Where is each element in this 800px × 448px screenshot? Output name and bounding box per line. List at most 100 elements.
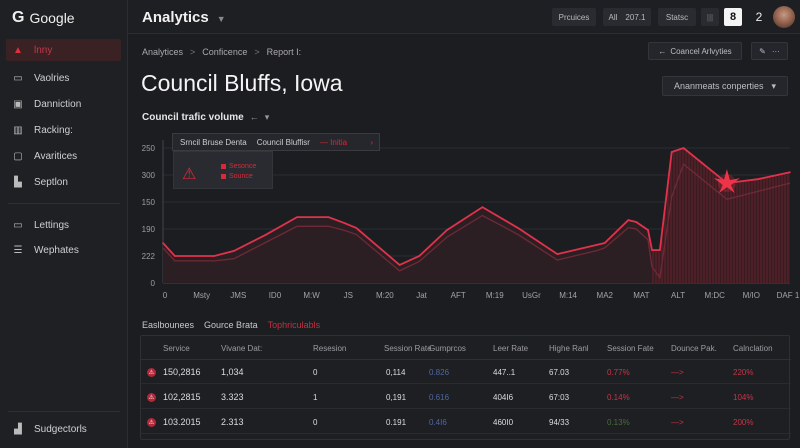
sidebar-item-lettings[interactable]: ▭ Lettings bbox=[13, 219, 70, 231]
data-point bbox=[418, 255, 421, 257]
table-row[interactable]: ⚠ 150,2816 1,034 0 0,114 0.826 447..1 67.03 0.77… bbox=[141, 361, 791, 384]
sidebar-item-avaritices[interactable]: ▢ Avaritices bbox=[13, 150, 78, 162]
column-header[interactable]: Leer Rate bbox=[493, 343, 529, 353]
table-cell: 0 bbox=[313, 367, 318, 377]
breadcrumb: Analytices > Conficence > Report I: bbox=[142, 47, 301, 57]
series-hatch-fill bbox=[651, 148, 790, 283]
column-header[interactable]: Session Fate bbox=[607, 343, 654, 353]
legend-swatch bbox=[221, 174, 226, 179]
series-line-sounce bbox=[162, 163, 791, 280]
table-cell: 0.826 bbox=[429, 367, 450, 377]
breadcrumb-item[interactable]: Conficence bbox=[202, 47, 248, 57]
all-filter-button[interactable]: All 207.1 bbox=[603, 8, 651, 26]
data-table: Service Vivane Dat: Resesion Session Rate Gu… bbox=[140, 335, 791, 440]
data-point bbox=[233, 250, 235, 252]
column-header[interactable]: Resesion bbox=[313, 343, 347, 353]
breadcrumb-item[interactable]: Analytices bbox=[142, 47, 184, 57]
data-point bbox=[635, 221, 638, 223]
sidebar-divider bbox=[8, 203, 120, 204]
app-title[interactable]: Analytics ▼ bbox=[142, 9, 226, 26]
table-cell: 150,2816 bbox=[163, 367, 201, 377]
google-logo[interactable]: G Google bbox=[12, 9, 75, 26]
x-tick-label: MA2 bbox=[597, 291, 614, 300]
x-tick-label: Jat bbox=[416, 291, 427, 300]
notification-icon[interactable]: 2 bbox=[755, 10, 763, 24]
chart-section-title[interactable]: Council trafic volume ← ▾ bbox=[142, 112, 270, 123]
user-avatar[interactable] bbox=[773, 6, 795, 28]
chat-icon: ▭ bbox=[13, 72, 23, 84]
x-tick-label: 0 bbox=[163, 291, 168, 300]
x-tick-label: M:W bbox=[303, 291, 320, 300]
app-icon-box[interactable]: 8 bbox=[724, 8, 742, 26]
sidebar: G Google ▲ lnny ▭ Vaolries ▣ Danniction ▥ Rac… bbox=[0, 0, 128, 448]
brush-icon: ✎ bbox=[759, 46, 766, 56]
table-cell: 0.77% bbox=[607, 367, 630, 377]
breadcrumb-item[interactable]: Report I: bbox=[266, 47, 302, 57]
table-header: Service Vivane Dat: Resesion Session Rate Gu… bbox=[141, 337, 791, 360]
table-cell: 0,191 bbox=[386, 392, 407, 402]
table-tabs: Easlbounees Gource Brata Tophriculabls bbox=[142, 320, 320, 330]
chevron-right-icon[interactable]: › bbox=[370, 137, 373, 147]
legend-swatch bbox=[221, 164, 226, 169]
table-cell: 404I6 bbox=[493, 392, 514, 402]
sidebar-item-septlon[interactable]: ▙ Septlon bbox=[6, 171, 121, 193]
y-tick-label: 300 bbox=[142, 171, 156, 180]
column-header[interactable]: Calnclation bbox=[733, 343, 773, 353]
legend-item[interactable]: Sesonce bbox=[221, 163, 256, 170]
column-header[interactable]: Vivane Dat: bbox=[221, 343, 263, 353]
table-cell: 102,2815 bbox=[163, 392, 201, 402]
table-cell: 67:03 bbox=[549, 392, 570, 402]
x-tick-label: JMS bbox=[230, 291, 246, 300]
data-point bbox=[264, 234, 267, 236]
table-cell: —> bbox=[671, 392, 684, 402]
row-alert-icon: ⚠ bbox=[147, 417, 156, 427]
data-point bbox=[296, 216, 298, 218]
table-row[interactable]: ⚠ 103.2015 2.313 0 0.191 0.4I6 460I0 94/33 0.13%… bbox=[141, 411, 791, 434]
table-cell: 0.13% bbox=[607, 417, 630, 427]
sidebar-item-vaolries[interactable]: ▭ Vaolries bbox=[13, 72, 70, 84]
columns-icon[interactable]: ||| bbox=[701, 8, 719, 26]
column-header[interactable]: Dounce Pak. bbox=[671, 343, 717, 353]
data-point bbox=[174, 255, 176, 257]
sidebar-item-inny[interactable]: ▲ lnny bbox=[6, 39, 121, 61]
data-point bbox=[343, 222, 346, 224]
x-tick-label: DAF 1 bbox=[777, 291, 800, 300]
data-point bbox=[556, 253, 559, 255]
g-logo-icon: G bbox=[12, 9, 25, 26]
tab-easlbounees[interactable]: Easlbounees bbox=[142, 320, 195, 330]
properties-dropdown[interactable]: Ananmeats conperties ▾ bbox=[662, 76, 788, 96]
data-point bbox=[327, 216, 330, 218]
x-tick-label: UsGr bbox=[522, 291, 541, 300]
table-cell: 94/33 bbox=[549, 417, 570, 427]
data-point bbox=[355, 227, 358, 229]
tab-gource-brata[interactable]: Gource Brata bbox=[204, 320, 258, 330]
more-button[interactable]: ✎ ··· bbox=[751, 42, 788, 60]
table-cell: 0.616 bbox=[429, 392, 450, 402]
data-point bbox=[446, 229, 448, 231]
sidebar-item-wephates[interactable]: ☰ Wephates bbox=[13, 244, 79, 256]
table-row[interactable]: ⚠ 102,2815 3.323 1 0,191 0.616 404I6 67:03 0.14%… bbox=[141, 386, 791, 409]
y-tick-label: 150 bbox=[142, 198, 156, 207]
legend-item[interactable]: Sounce bbox=[221, 173, 253, 180]
x-tick-label: ID0 bbox=[269, 291, 282, 300]
alert-triangle-icon: ▲ bbox=[13, 44, 23, 56]
chevron-right-icon: > bbox=[254, 47, 260, 57]
column-header[interactable]: Session Rate bbox=[384, 343, 432, 353]
table-cell: 2.313 bbox=[221, 417, 244, 427]
council-activities-button[interactable]: ← Coancel Arlvyties bbox=[648, 42, 742, 60]
column-header[interactable]: Gumprcos bbox=[429, 343, 466, 353]
screen-icon: ▭ bbox=[13, 219, 23, 231]
x-tick-label: M:14 bbox=[559, 291, 577, 300]
tab-tophriculabls[interactable]: Tophriculabls bbox=[267, 320, 321, 330]
data-point bbox=[651, 249, 653, 251]
sidebar-item-danniction[interactable]: ▣ Danniction bbox=[13, 98, 82, 110]
page-title: Council Bluffs, Iowa bbox=[141, 70, 343, 96]
sidebar-item-sudgectorls[interactable]: ▟ Sudgectorls bbox=[6, 418, 121, 440]
table-cell: 3.323 bbox=[221, 392, 244, 402]
column-header[interactable]: Highe Ranl bbox=[549, 343, 589, 353]
status-button[interactable]: Statsc bbox=[658, 8, 696, 26]
column-header[interactable]: Service bbox=[163, 343, 190, 353]
table-cell: 0 bbox=[313, 417, 318, 427]
sidebar-item-racking[interactable]: ▥ Racking: bbox=[13, 124, 73, 136]
provinces-button[interactable]: Prcuices bbox=[552, 8, 596, 26]
